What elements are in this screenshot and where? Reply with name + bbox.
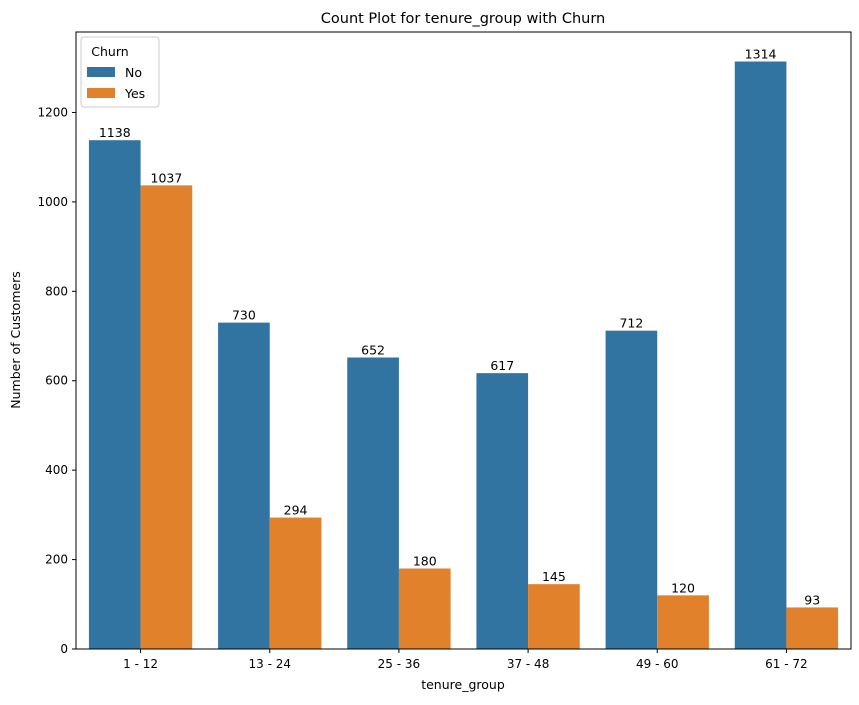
y-tick-label: 600 bbox=[45, 374, 68, 388]
legend-swatch-no bbox=[87, 67, 115, 77]
bar-value-label: 1138 bbox=[99, 125, 131, 140]
y-tick-label: 1000 bbox=[37, 195, 68, 209]
x-tick-label: 61 - 72 bbox=[765, 657, 808, 671]
x-axis-label: tenure_group bbox=[421, 677, 505, 692]
bar-value-label: 145 bbox=[542, 569, 566, 584]
bar-labels-layer: 1138 1037 730 294 652 180 617 145 712 120 1314 93 bbox=[99, 47, 820, 608]
bar-yes-3 bbox=[528, 584, 580, 649]
bar-value-label: 652 bbox=[361, 342, 385, 357]
y-tick-label: 0 bbox=[60, 642, 68, 656]
bar-value-label: 730 bbox=[232, 308, 256, 323]
y-tick-label: 200 bbox=[45, 553, 68, 567]
bar-yes-2 bbox=[398, 568, 451, 649]
y-axis: 0 200 400 600 800 1000 1200 bbox=[37, 105, 76, 656]
bar-yes-1 bbox=[269, 517, 322, 649]
x-tick-label: 37 - 48 bbox=[507, 657, 550, 671]
bars-layer bbox=[88, 61, 839, 650]
bar-value-label: 180 bbox=[413, 554, 437, 569]
y-axis-label: Number of Customers bbox=[8, 271, 23, 408]
x-tick-label: 13 - 24 bbox=[249, 657, 292, 671]
legend-title: Churn bbox=[91, 44, 128, 59]
legend-label-yes: Yes bbox=[124, 86, 145, 101]
bar-yes-0 bbox=[140, 185, 193, 649]
bar-value-label: 120 bbox=[671, 580, 695, 595]
bar-value-label: 294 bbox=[284, 503, 308, 518]
bar-value-label: 93 bbox=[804, 592, 820, 607]
bar-yes-4 bbox=[657, 595, 709, 649]
bar-value-label: 1037 bbox=[151, 170, 183, 185]
y-tick-label: 400 bbox=[45, 463, 68, 477]
bar-no-0 bbox=[88, 140, 141, 649]
x-tick-label: 1 - 12 bbox=[123, 657, 158, 671]
bar-no-5 bbox=[734, 61, 787, 650]
y-tick-label: 800 bbox=[45, 284, 68, 298]
bar-no-3 bbox=[476, 373, 529, 649]
legend-swatch-yes bbox=[87, 88, 115, 98]
legend-entries: No Yes bbox=[87, 65, 145, 101]
bar-value-label: 1314 bbox=[745, 47, 777, 62]
x-tick-label: 25 - 36 bbox=[378, 657, 421, 671]
bar-no-2 bbox=[347, 357, 399, 649]
bar-no-4 bbox=[605, 330, 658, 649]
x-tick-label: 49 - 60 bbox=[636, 657, 679, 671]
legend: Churn No Yes bbox=[80, 36, 160, 108]
bar-value-label: 712 bbox=[619, 316, 643, 331]
legend-label-no: No bbox=[125, 65, 142, 80]
y-tick-label: 1200 bbox=[37, 105, 68, 119]
bar-no-1 bbox=[218, 322, 270, 649]
bar-yes-5 bbox=[786, 607, 839, 649]
chart-title: Count Plot for tenure_group with Churn bbox=[321, 11, 605, 27]
plot-frame bbox=[75, 31, 852, 650]
bar-value-label: 617 bbox=[490, 358, 514, 373]
x-axis: 1 - 12 13 - 24 25 - 36 37 - 48 49 - 60 61 - 7… bbox=[123, 649, 808, 671]
